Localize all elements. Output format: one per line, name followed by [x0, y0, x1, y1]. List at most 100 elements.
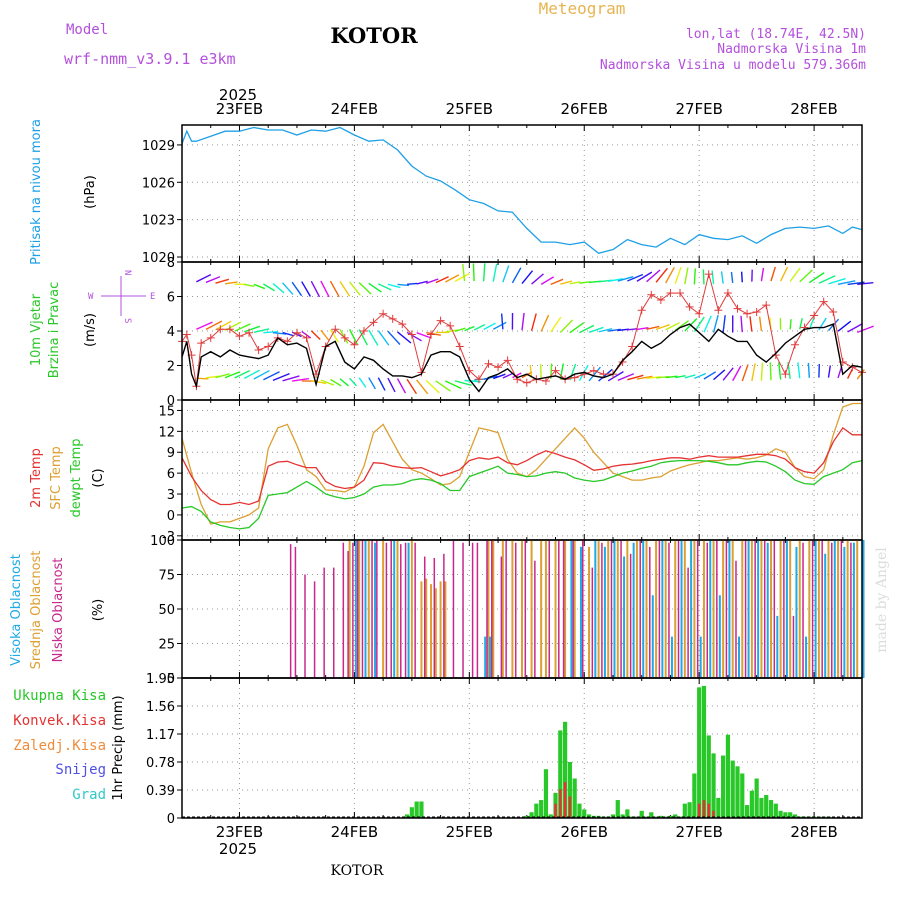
wind-panel: 0 2 4 6 8 — [167, 256, 874, 409]
wind-arrow — [711, 270, 715, 285]
wind-arrow — [732, 365, 742, 382]
wind-arrow — [196, 321, 213, 330]
y-tick-label: 8 — [167, 256, 175, 271]
precip-bar — [778, 810, 783, 818]
wind-arrow — [617, 276, 634, 282]
wind-gust-marker — [618, 358, 627, 367]
precip-bar — [721, 755, 726, 818]
precip-bar — [788, 812, 793, 818]
wind-arrow — [500, 313, 504, 330]
wind-arrow — [282, 331, 295, 337]
product-title: Meteogram — [539, 0, 626, 18]
wind-arrow — [435, 380, 451, 392]
precip-panel: 0 0.39 0.78 1.17 1.56 1.95 — [146, 672, 863, 827]
wind-gust-marker — [723, 289, 732, 298]
precip-unit: (mm) — [111, 695, 126, 730]
wind-arrow — [397, 283, 410, 287]
dewpt-line — [181, 459, 863, 530]
wind-arrow — [387, 377, 396, 393]
wind-arrow — [789, 267, 801, 282]
precip-bar — [687, 802, 692, 818]
wind-arrow — [665, 322, 680, 331]
wind-arrow — [435, 276, 449, 284]
wind-arrow — [560, 280, 572, 285]
precip-bar — [673, 814, 678, 818]
wind-gust-marker — [752, 308, 761, 317]
precip-bar — [712, 810, 715, 818]
wind-arrow — [684, 267, 689, 285]
wind-arrow — [684, 374, 696, 379]
wind-arrow — [263, 283, 276, 292]
wind-arrow — [617, 328, 629, 332]
cloud-title-mid: Srednja Oblacnost — [29, 551, 44, 670]
wind-gust-marker — [790, 340, 799, 349]
wind-gust-marker — [379, 309, 388, 318]
wind-arrow — [693, 268, 696, 285]
wind-arrow — [720, 271, 724, 284]
wind-gust-marker — [733, 304, 742, 313]
wind-arrow — [770, 266, 776, 282]
wind-arrow — [282, 282, 294, 295]
wind-arrow — [253, 369, 270, 380]
wind-gust-marker — [484, 359, 493, 368]
wind-arrow — [291, 281, 303, 297]
wind-gust-marker — [465, 366, 474, 375]
wind-gust-marker — [359, 327, 368, 335]
city-title: KOTOR — [330, 23, 418, 48]
sfc-temp-line — [181, 402, 862, 525]
y-tick-label: 12 — [158, 425, 175, 440]
precip-bar — [701, 685, 707, 818]
wind-arrow — [406, 378, 417, 395]
wind-arrow — [445, 274, 460, 283]
wind-gust-marker — [474, 375, 483, 384]
wind-gust-marker — [714, 306, 723, 315]
wind-arrow — [760, 267, 765, 282]
precip-bar — [716, 797, 721, 818]
precip-bar — [768, 800, 774, 818]
wind-arrow — [358, 329, 368, 346]
precip-bar — [524, 815, 529, 818]
year-label-top: 2025 — [219, 86, 257, 104]
wind-arrow — [492, 263, 498, 282]
wind-arrow — [808, 317, 815, 330]
wind-arrow — [368, 329, 379, 346]
precip-bar — [610, 814, 616, 818]
wind-gust-marker — [446, 321, 455, 330]
wind-gust-marker — [206, 333, 215, 342]
wind-arrow — [588, 326, 604, 333]
wind-arrow — [559, 319, 574, 334]
wind-gust-marker — [417, 368, 426, 377]
wind-arrow — [627, 273, 644, 282]
wind-gust-marker — [551, 366, 560, 375]
wind-arrow — [396, 378, 407, 394]
precip-bar — [725, 734, 731, 818]
wind-arrow — [272, 332, 287, 335]
wind-gust-marker — [589, 366, 598, 375]
precip-bar — [529, 812, 534, 818]
wind-gust-marker — [637, 306, 646, 315]
wind-arrow — [837, 367, 842, 379]
precip-bar — [735, 766, 740, 818]
wind-arrow — [569, 322, 585, 334]
wind-arrow — [416, 332, 432, 339]
wind-arrow — [473, 323, 486, 331]
wind-arrow — [329, 280, 340, 298]
wind-gust-marker — [398, 320, 407, 329]
wind-arrow — [502, 265, 510, 283]
wind-arrow — [462, 264, 466, 282]
wind-gust-marker — [810, 311, 819, 320]
wind-arrow — [703, 371, 717, 380]
wind-gust-marker — [225, 325, 234, 334]
precip-bar — [639, 810, 644, 818]
y-tick-label: 1.95 — [146, 672, 175, 687]
wind-arrow — [760, 362, 764, 381]
precip-bar — [534, 803, 539, 818]
wind-arrow — [530, 313, 537, 331]
wind-arrow — [665, 267, 675, 284]
wind-arrow — [349, 281, 361, 296]
wind-arrow — [713, 369, 726, 381]
precip-legend-conv: Konvek.Kisa — [13, 713, 106, 729]
wind-gust-marker — [254, 345, 263, 354]
wind-arrow — [799, 318, 803, 330]
